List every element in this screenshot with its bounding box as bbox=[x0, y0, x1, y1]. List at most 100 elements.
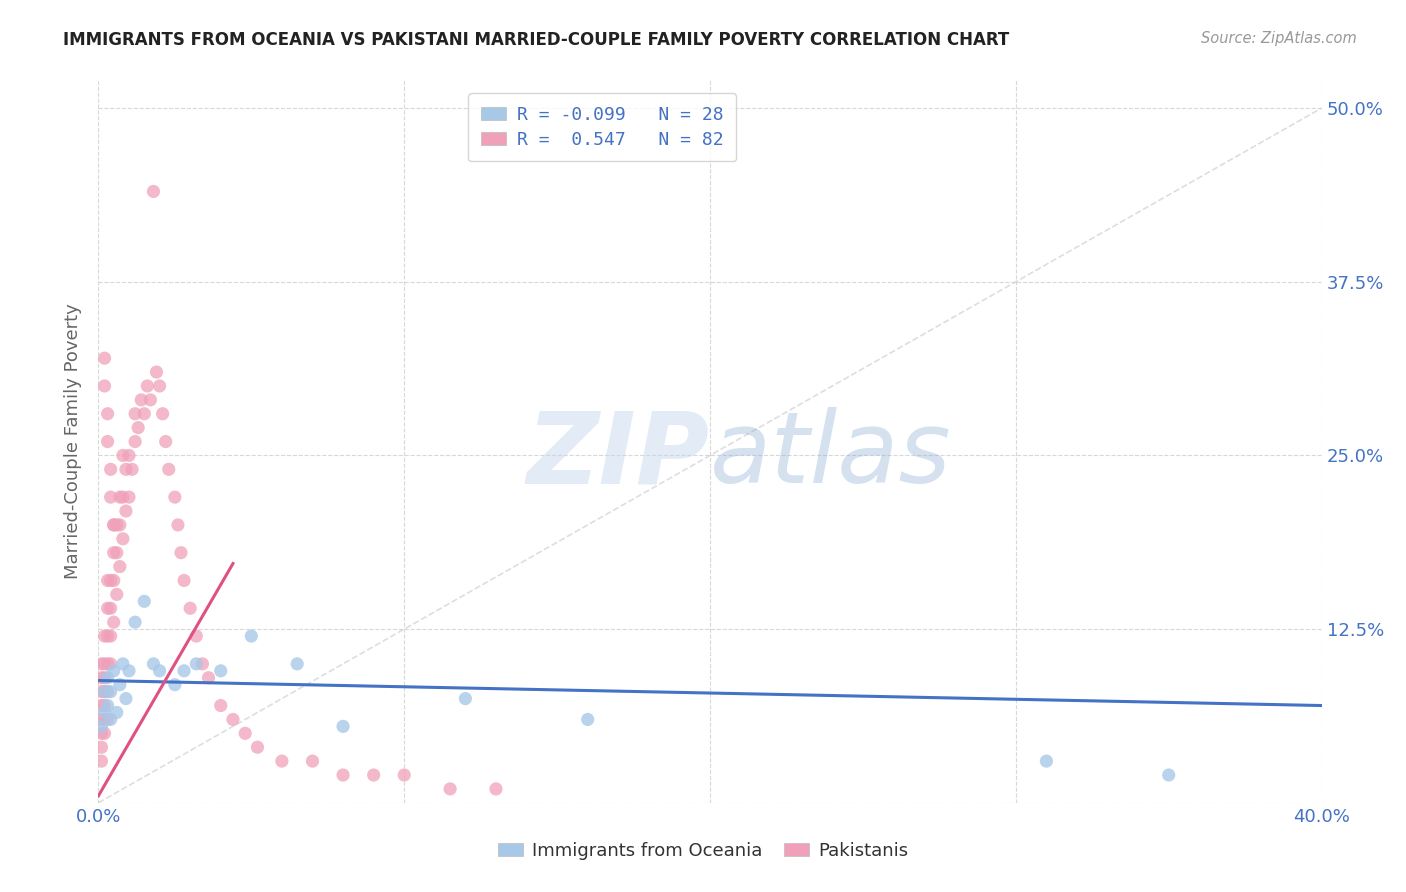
Point bbox=[93, 684, 115, 698]
Point bbox=[108, 517, 131, 532]
Point bbox=[97, 713, 120, 727]
Point bbox=[100, 601, 122, 615]
Point bbox=[186, 657, 208, 671]
Point bbox=[93, 698, 115, 713]
Point bbox=[105, 517, 128, 532]
Point bbox=[100, 574, 122, 588]
Point bbox=[454, 691, 477, 706]
Point bbox=[93, 379, 115, 393]
Point bbox=[103, 546, 125, 560]
Point bbox=[118, 664, 141, 678]
Point bbox=[246, 740, 269, 755]
Point bbox=[222, 713, 245, 727]
Point bbox=[90, 684, 112, 698]
Point bbox=[197, 671, 219, 685]
Point bbox=[97, 574, 120, 588]
Point bbox=[103, 664, 125, 678]
Text: ZIP: ZIP bbox=[527, 408, 710, 505]
Point bbox=[142, 657, 165, 671]
Point bbox=[108, 559, 131, 574]
Point bbox=[90, 740, 112, 755]
Point bbox=[167, 517, 190, 532]
Y-axis label: Married-Couple Family Poverty: Married-Couple Family Poverty bbox=[65, 303, 83, 580]
Point bbox=[233, 726, 256, 740]
Point bbox=[105, 706, 128, 720]
Point bbox=[103, 574, 125, 588]
Point bbox=[155, 434, 177, 449]
Point bbox=[93, 706, 115, 720]
Point bbox=[93, 657, 115, 671]
Point bbox=[173, 574, 195, 588]
Point bbox=[209, 698, 232, 713]
Point bbox=[111, 490, 134, 504]
Point bbox=[108, 678, 131, 692]
Point bbox=[179, 601, 201, 615]
Point bbox=[115, 691, 138, 706]
Point bbox=[97, 407, 120, 421]
Text: IMMIGRANTS FROM OCEANIA VS PAKISTANI MARRIED-COUPLE FAMILY POVERTY CORRELATION C: IMMIGRANTS FROM OCEANIA VS PAKISTANI MAR… bbox=[63, 31, 1010, 49]
Legend: Immigrants from Oceania, Pakistanis: Immigrants from Oceania, Pakistanis bbox=[491, 835, 915, 867]
Point bbox=[97, 629, 120, 643]
Point bbox=[97, 684, 120, 698]
Point bbox=[97, 657, 120, 671]
Text: Source: ZipAtlas.com: Source: ZipAtlas.com bbox=[1201, 31, 1357, 46]
Point bbox=[111, 657, 134, 671]
Point bbox=[93, 629, 115, 643]
Point bbox=[240, 629, 263, 643]
Point bbox=[149, 664, 172, 678]
Point bbox=[485, 781, 508, 796]
Point bbox=[97, 698, 120, 713]
Point bbox=[363, 768, 385, 782]
Point bbox=[100, 713, 122, 727]
Point bbox=[100, 684, 122, 698]
Point bbox=[90, 671, 112, 685]
Point bbox=[136, 379, 159, 393]
Point bbox=[108, 490, 131, 504]
Point bbox=[186, 629, 208, 643]
Point bbox=[142, 185, 165, 199]
Point bbox=[90, 719, 112, 733]
Point bbox=[127, 420, 149, 434]
Point bbox=[157, 462, 180, 476]
Point bbox=[90, 713, 112, 727]
Point bbox=[124, 615, 146, 630]
Point bbox=[439, 781, 461, 796]
Point bbox=[105, 587, 128, 601]
Point bbox=[90, 754, 112, 768]
Point bbox=[103, 517, 125, 532]
Point bbox=[392, 768, 416, 782]
Point bbox=[209, 664, 232, 678]
Point bbox=[93, 713, 115, 727]
Point bbox=[129, 392, 152, 407]
Point bbox=[93, 671, 115, 685]
Point bbox=[90, 698, 112, 713]
Point bbox=[111, 449, 134, 463]
Point bbox=[100, 629, 122, 643]
Point bbox=[191, 657, 214, 671]
Point bbox=[93, 684, 115, 698]
Point bbox=[115, 462, 138, 476]
Point bbox=[1157, 768, 1180, 782]
Point bbox=[97, 671, 120, 685]
Point bbox=[124, 434, 146, 449]
Point bbox=[118, 490, 141, 504]
Point bbox=[163, 678, 186, 692]
Point bbox=[100, 657, 122, 671]
Point bbox=[139, 392, 162, 407]
Point bbox=[134, 594, 156, 608]
Point bbox=[111, 532, 134, 546]
Point bbox=[100, 462, 122, 476]
Point bbox=[163, 490, 186, 504]
Point bbox=[301, 754, 323, 768]
Point bbox=[115, 504, 138, 518]
Point bbox=[576, 713, 599, 727]
Point bbox=[152, 407, 174, 421]
Point bbox=[173, 664, 195, 678]
Point bbox=[105, 546, 128, 560]
Point bbox=[1035, 754, 1057, 768]
Point bbox=[332, 719, 354, 733]
Point bbox=[285, 657, 308, 671]
Point bbox=[97, 434, 120, 449]
Point bbox=[93, 351, 115, 366]
Point bbox=[97, 601, 120, 615]
